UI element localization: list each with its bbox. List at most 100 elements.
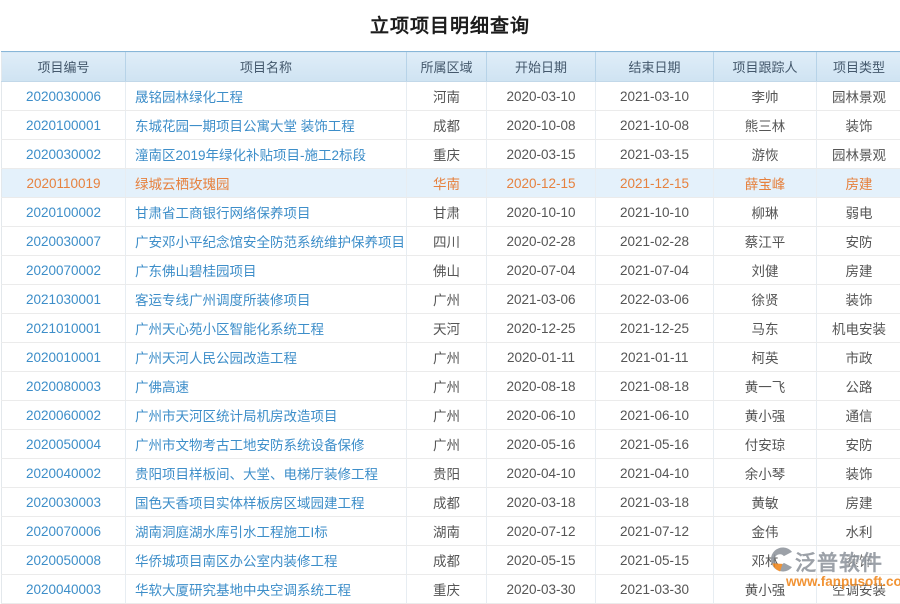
cell-tracker: 熊三林 [714,111,817,140]
cell-tracker: 黄小强 [714,575,817,604]
cell-id[interactable]: 2020070006 [2,517,126,546]
cell-type: 房建 [817,169,900,198]
cell-start_date: 2020-10-08 [487,111,596,140]
cell-start_date: 2021-03-06 [487,285,596,314]
cell-id[interactable]: 2020060002 [2,401,126,430]
cell-name[interactable]: 广州天河人民公园改造工程 [126,343,407,372]
cell-type: 安防 [817,227,900,256]
cell-name[interactable]: 东城花园一期项目公寓大堂 装饰工程 [126,111,407,140]
cell-id[interactable]: 2020100001 [2,111,126,140]
cell-type: 房建 [817,488,900,517]
cell-start_date: 2020-01-11 [487,343,596,372]
cell-id[interactable]: 2020030002 [2,140,126,169]
cell-name[interactable]: 绿城云栖玫瑰园 [126,169,407,198]
cell-name[interactable]: 国色天香项目实体样板房区域园建工程 [126,488,407,517]
cell-type: 机电安装 [817,314,900,343]
cell-type: 装饰 [817,546,900,575]
cell-id[interactable]: 2020070002 [2,256,126,285]
cell-start_date: 2020-12-15 [487,169,596,198]
cell-region: 广州 [407,343,487,372]
cell-name[interactable]: 潼南区2019年绿化补贴项目-施工2标段 [126,140,407,169]
cell-id[interactable]: 2020050008 [2,546,126,575]
cell-id[interactable]: 2020030006 [2,82,126,111]
cell-id[interactable]: 2020030003 [2,488,126,517]
cell-region: 佛山 [407,256,487,285]
cell-name[interactable]: 湖南洞庭湖水库引水工程施工I标 [126,517,407,546]
cell-name[interactable]: 广东佛山碧桂园项目 [126,256,407,285]
cell-id[interactable]: 2020110019 [2,169,126,198]
cell-name[interactable]: 晟铭园林绿化工程 [126,82,407,111]
cell-id[interactable]: 2020040003 [2,575,126,604]
cell-name[interactable]: 华侨城项目南区办公室内装修工程 [126,546,407,575]
cell-end_date: 2021-10-08 [596,111,714,140]
cell-name[interactable]: 广州市文物考古工地安防系统设备保修 [126,430,407,459]
cell-start_date: 2020-03-30 [487,575,596,604]
cell-id[interactable]: 2021010001 [2,314,126,343]
cell-name[interactable]: 广安邓小平纪念馆安全防范系统维护保养项目 [126,227,407,256]
cell-name[interactable]: 甘肃省工商银行网络保养项目 [126,198,407,227]
column-header-region: 所属区域 [407,52,487,82]
cell-name[interactable]: 贵阳项目样板间、大堂、电梯厅装修工程 [126,459,407,488]
cell-type: 装饰 [817,285,900,314]
cell-id[interactable]: 2020010001 [2,343,126,372]
cell-end_date: 2021-08-18 [596,372,714,401]
cell-tracker: 黄一飞 [714,372,817,401]
column-header-project-name: 项目名称 [126,52,407,82]
cell-id[interactable]: 2020050004 [2,430,126,459]
cell-id[interactable]: 2021030001 [2,285,126,314]
cell-end_date: 2021-03-15 [596,140,714,169]
cell-end_date: 2021-10-10 [596,198,714,227]
cell-end_date: 2021-04-10 [596,459,714,488]
cell-start_date: 2020-04-10 [487,459,596,488]
cell-end_date: 2021-05-15 [596,546,714,575]
cell-name[interactable]: 广州天心苑小区智能化系统工程 [126,314,407,343]
cell-end_date: 2021-12-15 [596,169,714,198]
cell-type: 装饰 [817,459,900,488]
project-detail-table: 项目编号 项目名称 所属区域 开始日期 结束日期 项目跟踪人 项目类型 2020… [1,51,900,604]
page-title: 立项项目明细查询 [0,0,900,48]
cell-tracker: 金伟 [714,517,817,546]
cell-tracker: 黄敏 [714,488,817,517]
cell-start_date: 2020-05-15 [487,546,596,575]
cell-tracker: 余小琴 [714,459,817,488]
cell-id[interactable]: 2020030007 [2,227,126,256]
cell-end_date: 2021-02-28 [596,227,714,256]
cell-end_date: 2021-01-11 [596,343,714,372]
cell-type: 装饰 [817,111,900,140]
cell-type: 园林景观 [817,82,900,111]
cell-name[interactable]: 广佛高速 [126,372,407,401]
cell-type: 水利 [817,517,900,546]
cell-region: 成都 [407,546,487,575]
cell-id[interactable]: 2020040002 [2,459,126,488]
cell-type: 安防 [817,430,900,459]
cell-region: 成都 [407,488,487,517]
cell-name[interactable]: 华软大厦研究基地中央空调系统工程 [126,575,407,604]
cell-start_date: 2020-06-10 [487,401,596,430]
column-header-project-id: 项目编号 [2,52,126,82]
cell-name[interactable]: 广州市天河区统计局机房改造项目 [126,401,407,430]
cell-id[interactable]: 2020080003 [2,372,126,401]
cell-start_date: 2020-08-18 [487,372,596,401]
cell-id[interactable]: 2020100002 [2,198,126,227]
cell-name[interactable]: 客运专线广州调度所装修项目 [126,285,407,314]
cell-end_date: 2021-07-04 [596,256,714,285]
